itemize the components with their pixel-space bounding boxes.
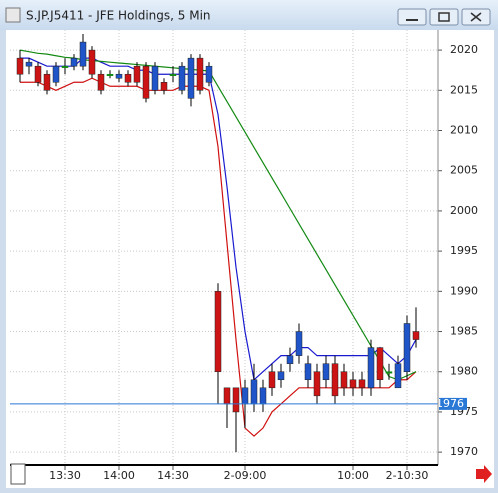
x-tick-label: 10:00 <box>337 469 369 482</box>
x-tick-label: 2-09:00 <box>224 469 267 482</box>
candle-body <box>133 65 141 83</box>
scroll-arrow[interactable] <box>476 465 492 483</box>
scroll-box[interactable] <box>10 463 26 485</box>
last-price-label: 1976 <box>436 397 464 410</box>
candle-body <box>277 371 285 381</box>
candle-body <box>304 363 312 381</box>
candle-body <box>322 363 330 381</box>
candle-body <box>349 379 357 389</box>
candle-body <box>241 387 249 405</box>
window-title: S.JP.J5411 - JFE Holdings, 5 Min <box>26 9 211 23</box>
candle-body <box>403 323 411 372</box>
candle-body <box>142 65 150 99</box>
y-tick-label: 1990 <box>450 284 478 297</box>
candle-body <box>34 65 42 83</box>
candle-body <box>250 379 258 405</box>
candle-body <box>358 379 366 389</box>
candle-body <box>106 73 114 76</box>
y-tick-label: 2020 <box>450 43 478 56</box>
y-tick-label: 1985 <box>450 325 478 338</box>
candle-body <box>187 57 195 99</box>
candle-body <box>151 65 159 91</box>
minimize-button[interactable] <box>397 8 427 26</box>
y-tick-label: 2015 <box>450 83 478 96</box>
candle-body <box>214 291 222 372</box>
candle-body <box>295 331 303 356</box>
candle-body <box>340 371 348 389</box>
candle-body <box>70 57 78 67</box>
y-tick-label: 2010 <box>450 124 478 137</box>
candle-body <box>196 57 204 91</box>
candle-body <box>25 61 33 67</box>
candle-body <box>124 73 132 83</box>
candle-body <box>286 355 294 364</box>
candle-body <box>205 65 213 83</box>
x-tick-label: 14:30 <box>157 469 189 482</box>
chart-area <box>6 30 494 488</box>
y-tick-label: 1970 <box>450 445 478 458</box>
x-tick-label: 2-10:30 <box>386 469 429 482</box>
candle-body <box>313 371 321 397</box>
candle-body <box>385 371 393 374</box>
candle-body <box>178 65 186 91</box>
candle-body <box>376 347 384 381</box>
maximize-button[interactable] <box>429 8 459 26</box>
y-tick-label: 1980 <box>450 365 478 378</box>
candle-body <box>88 49 96 75</box>
y-tick-label: 2000 <box>450 204 478 217</box>
y-tick-label: 2005 <box>450 164 478 177</box>
last-price-box <box>439 397 467 410</box>
candle-body <box>16 57 24 75</box>
candle-body <box>259 387 267 405</box>
candle-body <box>52 65 60 83</box>
candle-body <box>394 363 402 389</box>
y-tick-label: 1995 <box>450 244 478 257</box>
x-tick-label: 14:00 <box>103 469 135 482</box>
candle-body <box>160 82 168 91</box>
candle-body <box>268 371 276 389</box>
candle-body <box>331 363 339 397</box>
candle-body <box>61 65 69 68</box>
x-tick-label: 13:30 <box>49 469 81 482</box>
candle-body <box>79 41 87 67</box>
candle-body <box>169 73 177 76</box>
app-icon <box>5 7 21 23</box>
candle-body <box>223 387 231 405</box>
candle-body <box>43 73 51 91</box>
candle-body <box>412 331 420 340</box>
candle-body <box>367 347 375 389</box>
candle-body <box>115 73 123 79</box>
candle-body <box>97 73 105 91</box>
candle-body <box>232 387 240 413</box>
